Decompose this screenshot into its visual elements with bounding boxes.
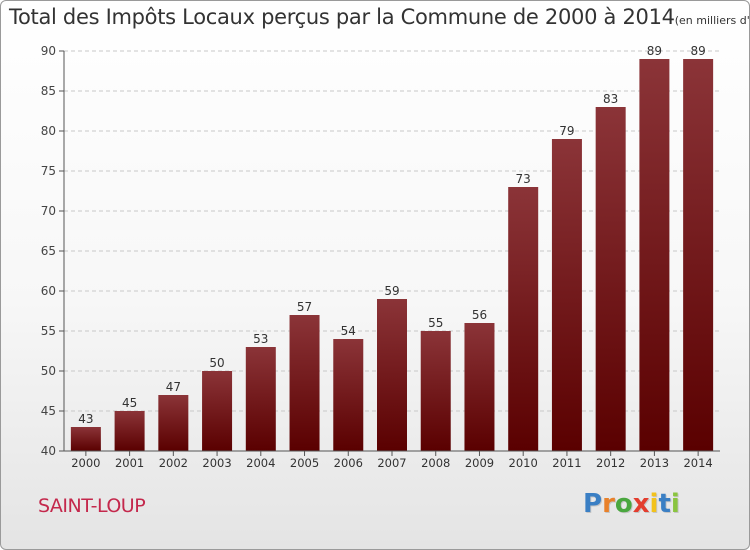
bar-value-label: 89 — [690, 44, 705, 58]
bar — [333, 339, 364, 451]
bar-value-label: 43 — [78, 412, 93, 426]
bar — [683, 59, 714, 451]
bar-value-label: 47 — [166, 380, 181, 394]
bar-value-label: 54 — [341, 324, 356, 338]
bar-value-label: 53 — [253, 332, 268, 346]
x-tick-label: 2011 — [552, 456, 581, 470]
y-tick-label: 60 — [41, 284, 56, 298]
axes: 40 45 50 55 60 65 70 75 80 85 90 2000 2001 2002 2003 20… — [41, 44, 720, 470]
bar — [508, 187, 539, 451]
x-tick-label: 2000 — [71, 456, 100, 470]
bar-value-label: 56 — [472, 308, 487, 322]
logo-letter: t — [658, 489, 671, 519]
y-tick-label: 70 — [41, 204, 56, 218]
logo-letter: P — [583, 489, 603, 519]
x-tick-label: 2007 — [377, 456, 406, 470]
bar — [464, 323, 495, 451]
logo-letter: x — [632, 489, 650, 519]
proxiti-logo: Proxiti — [583, 489, 680, 519]
bar — [289, 315, 320, 451]
x-tick-label: 2006 — [334, 456, 363, 470]
x-tick-label: 2014 — [683, 456, 712, 470]
x-tick-label: 2003 — [202, 456, 231, 470]
bar — [158, 395, 189, 451]
bar — [202, 371, 233, 451]
y-tick-label: 45 — [41, 404, 56, 418]
bar — [595, 107, 626, 451]
x-tick-label: 2013 — [640, 456, 669, 470]
y-tick-label: 80 — [41, 124, 56, 138]
bar-value-label: 79 — [559, 124, 574, 138]
bar — [420, 331, 451, 451]
x-tick-label: 2005 — [290, 456, 319, 470]
x-tick-label: 2010 — [509, 456, 538, 470]
bar — [377, 299, 407, 451]
bar — [639, 59, 670, 451]
x-tick-label: 2001 — [115, 456, 144, 470]
bar-value-label: 83 — [603, 92, 618, 106]
title-text: Total des Impôts Locaux perçus par la Co… — [9, 5, 675, 29]
unit-text: (en milliers d'€) — [674, 14, 750, 27]
bar-value-label: 45 — [122, 396, 137, 410]
bar-value-label: 57 — [297, 300, 312, 314]
bar-value-label: 73 — [516, 172, 531, 186]
bars-group: 43 45 47 50 53 57 54 59 55 56 73 79 83 89 89 — [70, 44, 714, 451]
logo-letter: i — [670, 489, 680, 519]
x-tick-label: 2004 — [246, 456, 275, 470]
bar — [551, 139, 582, 451]
bar-value-label: 59 — [384, 284, 399, 298]
y-tick-label: 55 — [41, 324, 56, 338]
logo-letter: o — [614, 489, 633, 519]
x-tick-label: 2009 — [465, 456, 494, 470]
x-tick-label: 2008 — [421, 456, 450, 470]
logo-letter: r — [602, 489, 615, 519]
bar — [245, 347, 276, 451]
bar — [70, 427, 101, 451]
bar-value-label: 89 — [647, 44, 662, 58]
bar-value-label: 55 — [428, 316, 443, 330]
y-tick-label: 85 — [41, 84, 56, 98]
y-tick-label: 75 — [41, 164, 56, 178]
bar — [114, 411, 145, 451]
bar-value-label: 50 — [209, 356, 224, 370]
logo-letter: i — [649, 489, 659, 519]
commune-name: SAINT-LOUP — [38, 495, 146, 517]
x-tick-label: 2002 — [159, 456, 188, 470]
y-tick-label: 65 — [41, 244, 56, 258]
y-tick-label: 90 — [41, 44, 56, 58]
y-tick-label: 50 — [41, 364, 56, 378]
chart-title: Total des Impôts Locaux perçus par la Co… — [9, 5, 750, 29]
x-tick-label: 2012 — [596, 456, 625, 470]
y-tick-label: 40 — [41, 444, 56, 458]
